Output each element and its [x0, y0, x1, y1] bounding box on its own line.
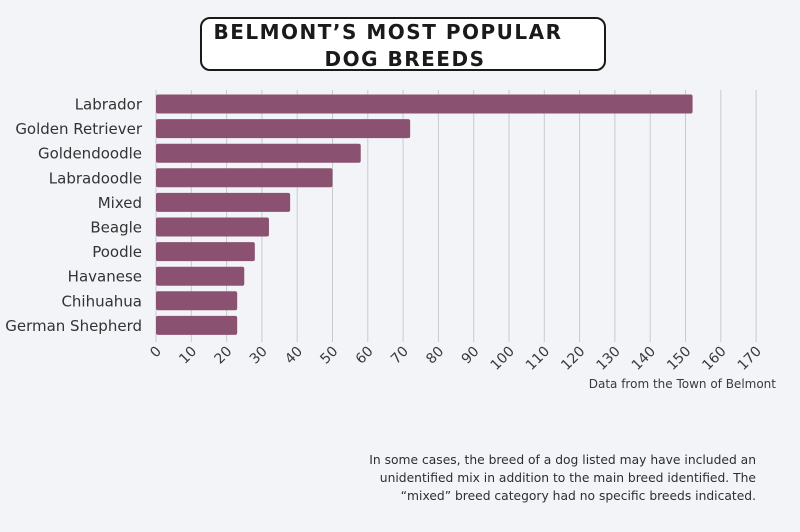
chart-title-line-1: BELMONT’S MOST POPULAR	[213, 20, 563, 44]
x-tick-label: 70	[388, 344, 412, 368]
chart-title-line-2: DOG BREEDS	[324, 47, 486, 71]
x-tick-label: 110	[523, 344, 553, 374]
x-tick-label: 0	[147, 344, 165, 362]
x-tick-label: 80	[423, 344, 447, 368]
bar	[156, 315, 238, 335]
category-label: Chihuahua	[61, 292, 142, 310]
x-tick-label: 40	[282, 344, 306, 368]
bar	[156, 119, 411, 139]
footnote: In some cases, the breed of a dog listed…	[316, 451, 756, 505]
category-label: Havanese	[68, 268, 142, 286]
x-tick-label: 60	[353, 344, 377, 368]
category-label: Labradoodle	[49, 169, 142, 187]
bar	[156, 266, 245, 286]
x-tick-label: 100	[488, 344, 518, 374]
data-source-note: Data from the Town of Belmont	[588, 377, 776, 391]
category-label: Poodle	[92, 243, 142, 261]
x-tick-label: 20	[212, 344, 236, 368]
category-label: Goldendoodle	[38, 145, 142, 163]
bar	[156, 217, 269, 237]
x-tick-label: 50	[317, 344, 341, 368]
x-tick-label: 90	[459, 344, 483, 368]
x-tick-label: 10	[176, 344, 200, 368]
category-label: German Shepherd	[5, 317, 142, 335]
footnote-line-2: unidentified mix in addition to the main…	[379, 471, 756, 485]
category-label: Golden Retriever	[15, 120, 143, 138]
x-tick-label: 170	[735, 344, 765, 374]
x-tick-label: 120	[558, 344, 588, 374]
bar	[156, 143, 361, 163]
x-tick-label: 140	[629, 344, 659, 374]
x-tick-label: 150	[664, 344, 694, 374]
bar	[156, 168, 333, 188]
x-tick-label: 130	[594, 344, 624, 374]
x-tick-label: 160	[699, 344, 729, 374]
x-tick-label: 30	[247, 344, 271, 368]
footnote-line-1: In some cases, the breed of a dog listed…	[369, 453, 756, 467]
bar	[156, 192, 291, 212]
bar	[156, 94, 693, 114]
bar	[156, 242, 255, 262]
bar-chart: 0 10 20 30 40 50 60 70 80 90 100 110 120 130 140 150 160…	[5, 90, 765, 374]
bar	[156, 291, 238, 311]
footnote-line-3: “mixed” breed category had no specific b…	[400, 489, 756, 503]
category-label: Mixed	[98, 194, 142, 212]
chart-title-box: BELMONT’S MOST POPULAR DOG BREEDS	[200, 17, 606, 71]
category-label: Beagle	[90, 219, 142, 237]
category-label: Labrador	[75, 96, 143, 114]
